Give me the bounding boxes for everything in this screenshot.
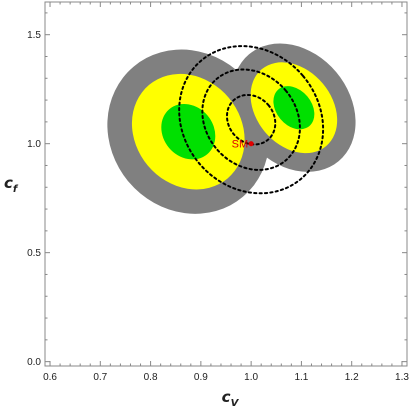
x-tick-label: 1.3 — [395, 372, 409, 383]
sm-point — [248, 141, 254, 147]
dashed-contour-1 — [225, 93, 277, 146]
y-tick-label: 1.0 — [27, 139, 41, 150]
x-tick-label: 0.6 — [43, 372, 57, 383]
y-tick-label: 1.5 — [27, 30, 41, 41]
y-tick-label: 0.5 — [27, 248, 41, 259]
filled-regions — [107, 43, 356, 214]
plot-frame — [44, 1, 408, 367]
sm-point-group: SM — [232, 139, 254, 151]
x-tick-label: 1.1 — [294, 372, 308, 383]
axis-ticks — [45, 2, 407, 366]
x-tick-label: 1.2 — [345, 372, 359, 383]
region-1sigma-lobe-2 — [273, 86, 315, 130]
x-axis-label: cV — [222, 388, 240, 409]
dashed-contour-3 — [178, 45, 325, 195]
x-tick-label: 0.7 — [93, 372, 107, 383]
axis-tick-labels: 0.6 0.7 0.8 0.9 1.0 1.1 1.2 1.3 0.0 0.5 1.0 1.5 — [27, 30, 409, 383]
x-tick-label: 0.9 — [194, 372, 208, 383]
x-tick-label: 1.0 — [244, 372, 258, 383]
sm-point-label: SM — [232, 139, 249, 151]
dashed-contours — [178, 45, 325, 195]
y-axis-label: cf — [4, 174, 19, 195]
dashed-contour-2 — [201, 68, 301, 171]
y-tick-label: 0.0 — [27, 357, 41, 368]
x-tick-label: 0.8 — [144, 372, 158, 383]
